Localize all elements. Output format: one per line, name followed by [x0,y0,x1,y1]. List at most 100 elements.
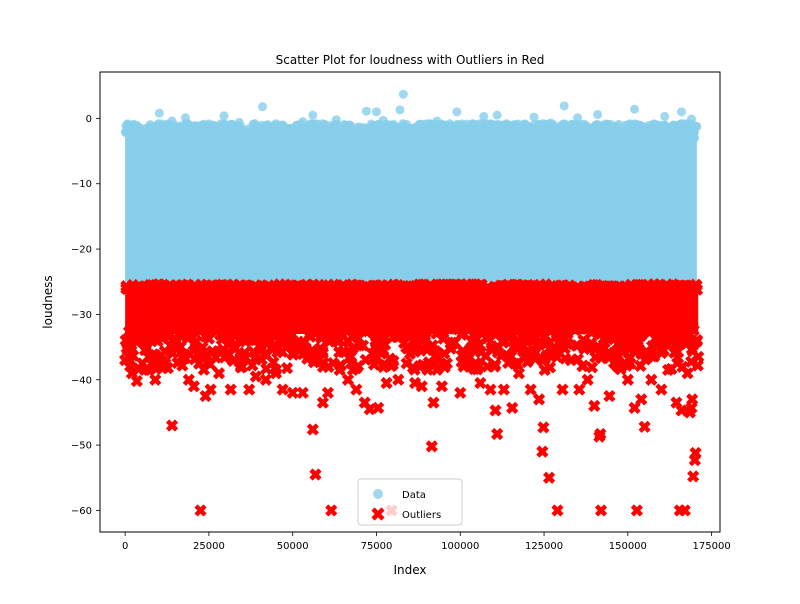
outlier-point [427,442,436,451]
y-axis: 0−10−20−30−40−50−60 [71,114,100,517]
outlier-point [132,330,141,339]
outlier-point [150,351,159,360]
outlier-point [487,345,496,354]
data-point [399,90,408,99]
outlier-point [636,347,645,356]
data-point [369,121,378,130]
outlier-point [262,364,271,373]
data-point [432,117,441,126]
outlier-point [535,395,544,404]
outlier-point [343,336,352,345]
outlier-point [486,385,495,394]
data-point [513,122,522,131]
outlier-point [187,329,196,338]
outlier-point [183,283,192,292]
data-point [298,117,307,126]
data-point [449,122,458,131]
outlier-point [196,506,205,515]
outlier-point [460,352,469,361]
outlier-point [307,327,316,336]
data-point [635,122,644,131]
outlier-point [654,332,663,341]
outlier-point [689,472,698,481]
outlier-point [573,341,582,350]
outlier-point [592,323,601,332]
outlier-point [242,285,251,294]
data-point [271,119,280,128]
outlier-point [377,324,386,333]
outlier-point [238,362,247,371]
data-point [607,131,616,140]
outlier-point [680,506,689,515]
outlier-point [615,336,624,345]
x-tick-label: 175000 [693,541,731,552]
y-tick-label: −20 [71,245,92,256]
outlier-point [637,395,646,404]
outlier-point [368,283,377,292]
outlier-point [596,429,605,438]
outlier-point [288,286,297,295]
y-tick-label: −60 [71,506,92,517]
outlier-point [394,375,403,384]
data-point [620,124,629,133]
outlier-point [189,382,198,391]
outlier-point [575,385,584,394]
outlier-point [144,365,153,374]
outlier-point [392,333,401,342]
y-tick-label: −30 [71,310,92,321]
outlier-point [228,343,237,352]
outlier-point [443,280,452,289]
x-tick-label: 75000 [361,541,393,552]
outlier-point [129,351,138,360]
outlier-point [448,340,457,349]
outlier-point [359,341,368,350]
data-point [181,113,190,122]
data-point [350,130,359,139]
data-point [238,131,247,140]
outlier-point [514,369,523,378]
data-point [188,251,197,260]
outlier-point [418,326,427,335]
plot-area [121,90,703,515]
outlier-point [426,281,435,290]
outlier-point [335,348,344,357]
outlier-point [344,375,353,384]
outlier-point [545,344,554,353]
data-point [183,261,192,270]
outlier-point [543,284,552,293]
outlier-point [178,352,187,361]
outlier-point [657,385,666,394]
y-axis-label: loudness [41,275,55,328]
data-point [622,136,631,145]
data-point [511,136,520,145]
data-point [362,107,371,116]
outlier-point [670,348,679,357]
data-point [470,124,479,133]
outlier-point [334,334,343,343]
data-point [668,136,677,145]
data-point [379,116,388,125]
outlier-point [154,323,163,332]
outlier-point [409,283,418,292]
outlier-point [278,385,287,394]
outlier-point [522,285,531,294]
outlier-point [463,281,472,290]
outlier-point [310,281,319,290]
outlier-point [442,359,451,368]
outlier-point [190,355,199,364]
outlier-point [324,284,333,293]
outlier-point [677,406,686,415]
outlier-point [526,385,535,394]
outlier-point [364,327,373,336]
data-point [692,122,701,131]
data-point [125,127,134,136]
outlier-point [572,323,581,332]
data-point [179,245,188,254]
outlier-point [303,354,312,363]
outlier-point [382,379,391,388]
data-point [546,118,555,127]
data-point [640,136,649,145]
outlier-point [562,323,571,332]
